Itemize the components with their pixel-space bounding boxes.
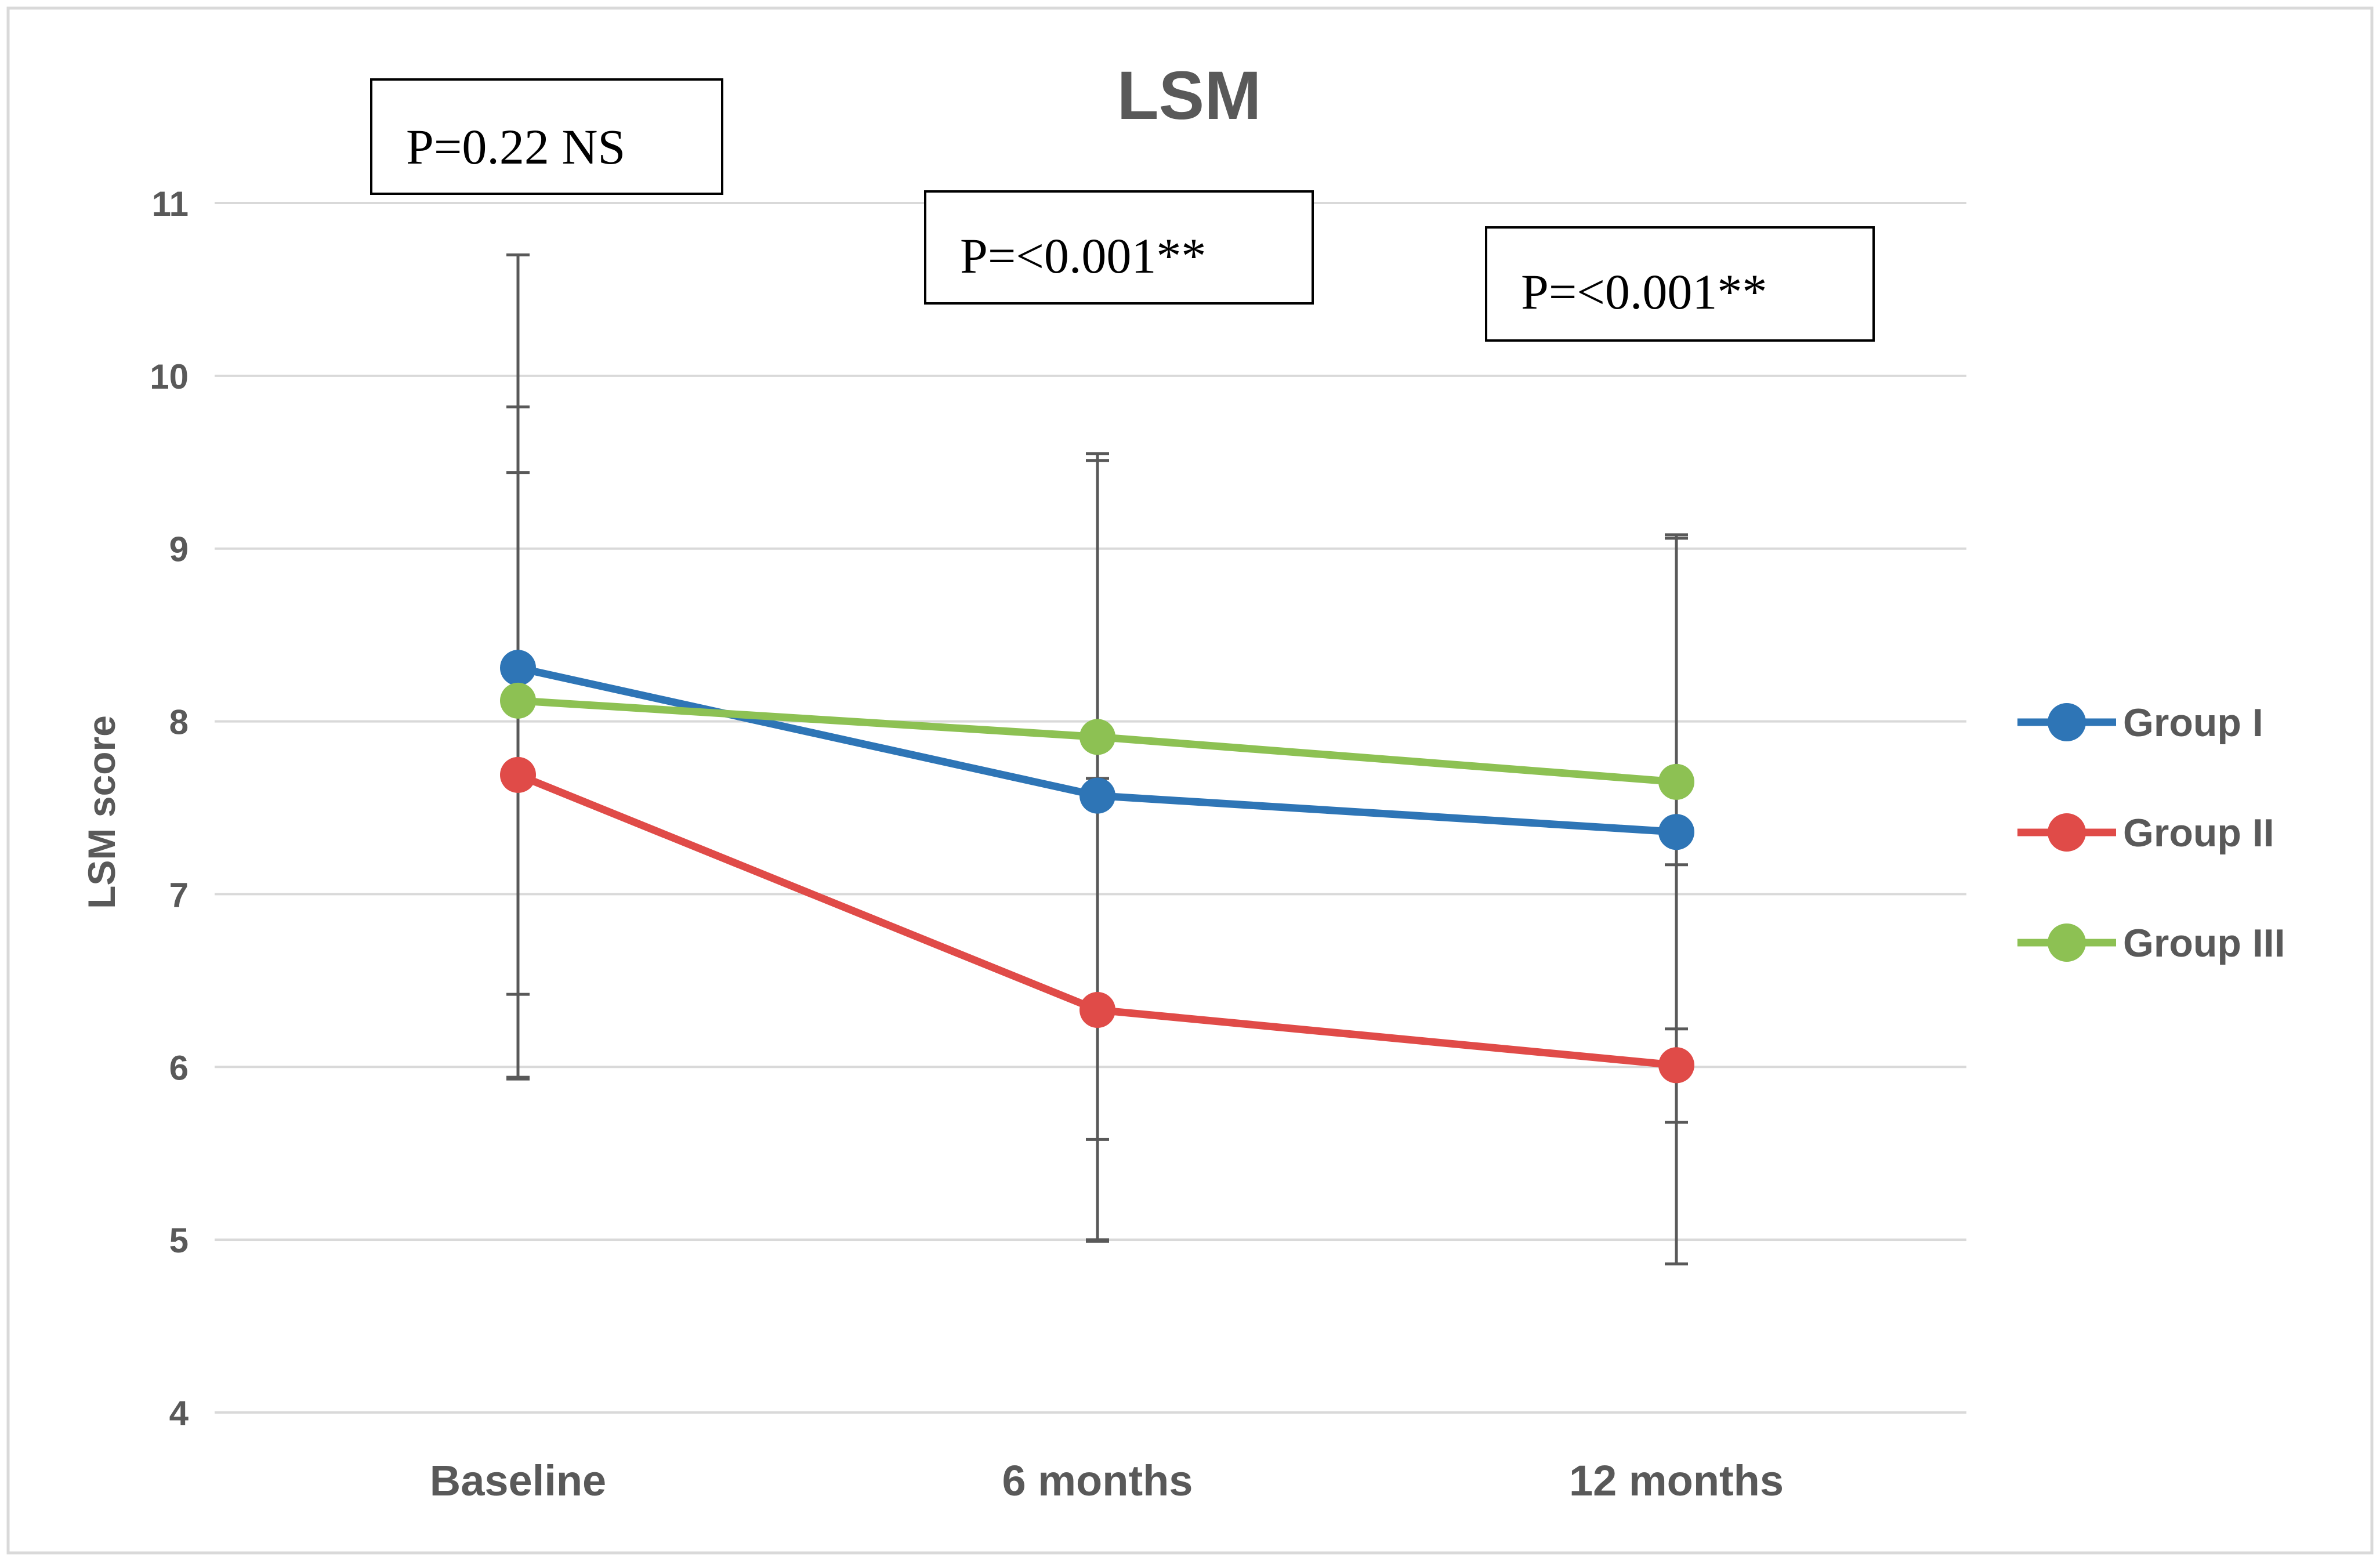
legend-label: Group II (2123, 811, 2274, 855)
y-tick-label: 4 (169, 1394, 189, 1433)
y-tick-label: 8 (169, 703, 189, 742)
data-point (1079, 777, 1115, 814)
p-value-text: P=0.22 NS (406, 119, 625, 175)
data-point (500, 756, 536, 793)
legend-label: Group III (2123, 921, 2285, 965)
legend-label: Group I (2123, 701, 2263, 745)
data-point (1658, 814, 1694, 850)
data-point (500, 682, 536, 719)
data-point (500, 650, 536, 686)
series-markers (500, 650, 1694, 1084)
p-value-annotations: P=0.22 NS P=<0.001** P=<0.001** (370, 78, 1875, 342)
y-axis-label: LSM score (80, 715, 123, 909)
x-tick-label: Baseline (430, 1457, 606, 1505)
p-value-box (924, 190, 1314, 305)
p-value-text: P=<0.001** (960, 228, 1206, 284)
x-tick-label: 6 months (1002, 1457, 1193, 1505)
y-tick-label: 11 (152, 184, 189, 223)
chart-title: LSM (1117, 57, 1261, 134)
p-value-box (370, 78, 723, 195)
y-tick-label: 10 (150, 357, 189, 396)
y-tick-label: 6 (169, 1048, 189, 1087)
data-point (1658, 763, 1694, 800)
legend: Group I Group II Group III (2017, 701, 2285, 965)
p-value-text: P=<0.001** (1521, 264, 1767, 320)
p-value-box (1485, 226, 1875, 342)
legend-marker (2048, 703, 2086, 741)
y-tick-labels: 4 5 6 7 8 9 10 11 (150, 184, 189, 1433)
data-point (1079, 991, 1115, 1028)
y-tick-label: 5 (169, 1221, 189, 1260)
data-point (1079, 719, 1115, 755)
y-tick-label: 7 (169, 875, 189, 914)
legend-marker (2048, 813, 2086, 852)
x-tick-labels: Baseline 6 months 12 months (430, 1457, 1784, 1505)
y-tick-label: 9 (169, 530, 189, 569)
legend-marker (2048, 923, 2086, 962)
x-tick-label: 12 months (1569, 1457, 1784, 1505)
data-point (1658, 1047, 1694, 1084)
